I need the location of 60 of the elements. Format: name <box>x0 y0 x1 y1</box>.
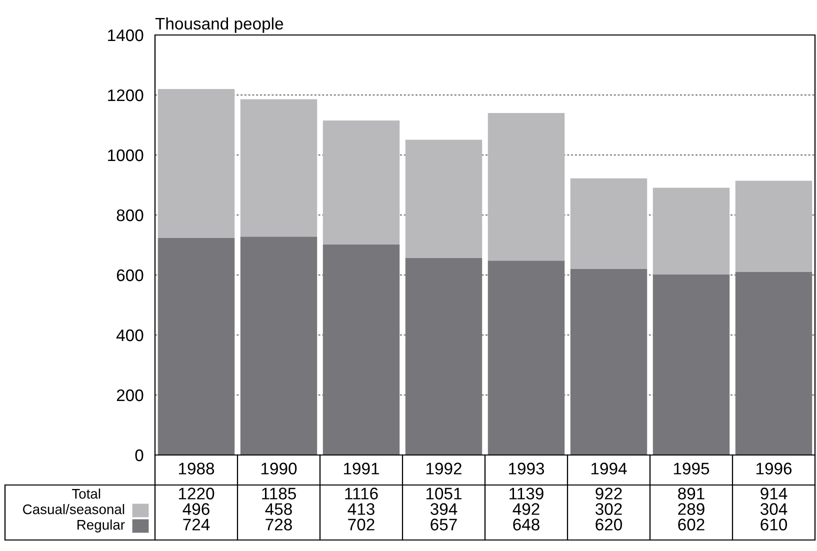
bar <box>405 140 482 258</box>
total-label: 1139 <box>510 488 544 500</box>
bar <box>488 113 565 261</box>
bar <box>158 238 235 455</box>
y-tick-label: 0 <box>135 449 144 462</box>
data-label: 657 <box>430 518 457 530</box>
y-axis-title: Thousand people <box>155 17 284 33</box>
data-label: 620 <box>596 518 622 530</box>
bar <box>322 244 400 455</box>
y-tick-label: 400 <box>116 329 144 342</box>
x-tick-label: 1995 <box>674 462 710 474</box>
y-tick-label: 1000 <box>108 149 144 162</box>
y-tick-label: 1400 <box>108 29 144 42</box>
bar <box>652 274 730 455</box>
data-label: 413 <box>348 503 374 515</box>
x-tick-label: 1994 <box>591 462 627 474</box>
data-label: 458 <box>265 503 292 515</box>
total-label: 1051 <box>426 488 462 500</box>
x-tick-label: 1988 <box>178 462 214 474</box>
total-label: 1220 <box>178 488 214 500</box>
data-label: 602 <box>678 518 704 530</box>
text: Total <box>72 488 100 499</box>
bar <box>240 99 318 237</box>
data-label: 302 <box>595 503 622 515</box>
total-label: 914 <box>760 488 788 500</box>
bar <box>652 188 730 274</box>
bar <box>405 258 482 455</box>
y-tick-label: 600 <box>116 269 144 282</box>
bar <box>570 269 648 455</box>
bar <box>735 272 812 455</box>
data-label: 648 <box>513 518 540 530</box>
data-label: 304 <box>760 503 788 515</box>
bar <box>158 89 235 238</box>
data-label: 728 <box>266 518 292 530</box>
x-tick-label: 1990 <box>261 462 297 474</box>
total-label: 922 <box>596 488 622 500</box>
y-tick-label: 1200 <box>108 89 144 102</box>
bar <box>735 180 812 272</box>
data-label: 724 <box>183 518 210 530</box>
total-label: 1116 <box>345 488 378 500</box>
y-tick-label: 800 <box>116 209 144 222</box>
legend-label: Regular <box>78 520 125 532</box>
legend-label: Casual/seasonal <box>23 504 124 514</box>
bar <box>322 120 400 244</box>
data-label: 496 <box>182 503 210 515</box>
total-label: 1185 <box>262 488 296 500</box>
data-label: 492 <box>512 503 540 515</box>
x-tick-label: 1992 <box>426 462 462 474</box>
bar <box>240 236 318 455</box>
x-tick-label: 1991 <box>344 462 379 474</box>
data-label: 394 <box>430 503 458 515</box>
data-label: 702 <box>348 518 374 530</box>
bar <box>570 178 648 269</box>
data-label: 610 <box>760 518 788 530</box>
bar <box>488 260 565 455</box>
x-tick-label: 1993 <box>508 462 544 474</box>
data-label: 289 <box>678 503 704 515</box>
y-tick-label: 200 <box>116 389 144 402</box>
x-tick-label: 1996 <box>756 462 792 474</box>
total-label: 891 <box>678 488 704 500</box>
